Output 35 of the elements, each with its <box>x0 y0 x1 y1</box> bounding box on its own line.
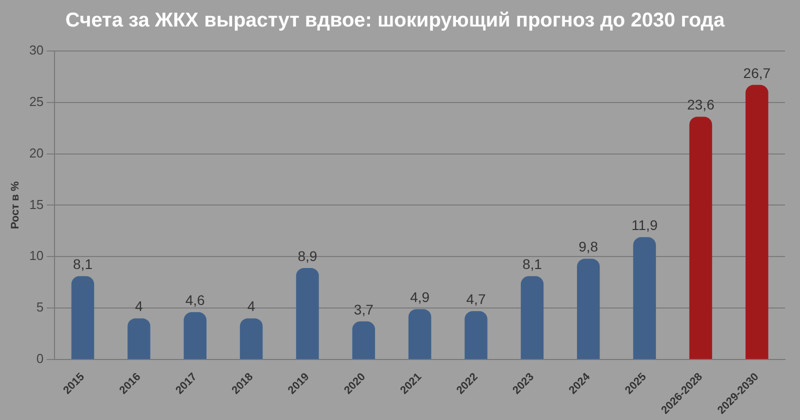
bar <box>633 237 656 359</box>
bar <box>576 258 600 359</box>
data-label: 4,6 <box>185 292 206 308</box>
data-label: 4,7 <box>466 291 486 307</box>
y-axis-title: Рост в % <box>10 181 22 230</box>
y-tick-label: 20 <box>29 145 44 160</box>
chart-title: Счета за ЖКХ вырастут вдвое: шокирующий прогноз до 2030 года <box>65 10 726 32</box>
data-label: 23,6 <box>687 96 715 113</box>
data-label: 26,7 <box>743 64 771 81</box>
y-tick-label: 15 <box>29 196 44 212</box>
data-label: 9,8 <box>578 238 598 255</box>
y-tick-label: 30 <box>29 42 44 58</box>
data-label: 8,1 <box>522 256 542 272</box>
bar <box>408 309 432 359</box>
y-tick-label: 0 <box>36 351 44 366</box>
bar <box>352 321 376 359</box>
y-tick-label: 25 <box>29 94 44 109</box>
data-label: 11,9 <box>631 216 658 233</box>
data-label: 4 <box>135 298 144 314</box>
data-label: 4 <box>247 298 256 314</box>
y-tick-label: 10 <box>29 248 44 264</box>
bar <box>746 84 768 359</box>
bar <box>689 116 712 359</box>
y-tick-label: 5 <box>36 300 44 315</box>
bar <box>184 312 206 359</box>
bar <box>240 318 263 359</box>
bar <box>296 268 319 359</box>
bar <box>71 276 94 359</box>
data-label: 8,1 <box>73 256 93 272</box>
data-label: 3,7 <box>354 301 374 318</box>
bar <box>520 276 544 359</box>
data-label: 8,9 <box>298 248 318 264</box>
bar <box>128 318 150 359</box>
bar <box>464 311 488 359</box>
data-label: 4,9 <box>410 288 430 305</box>
